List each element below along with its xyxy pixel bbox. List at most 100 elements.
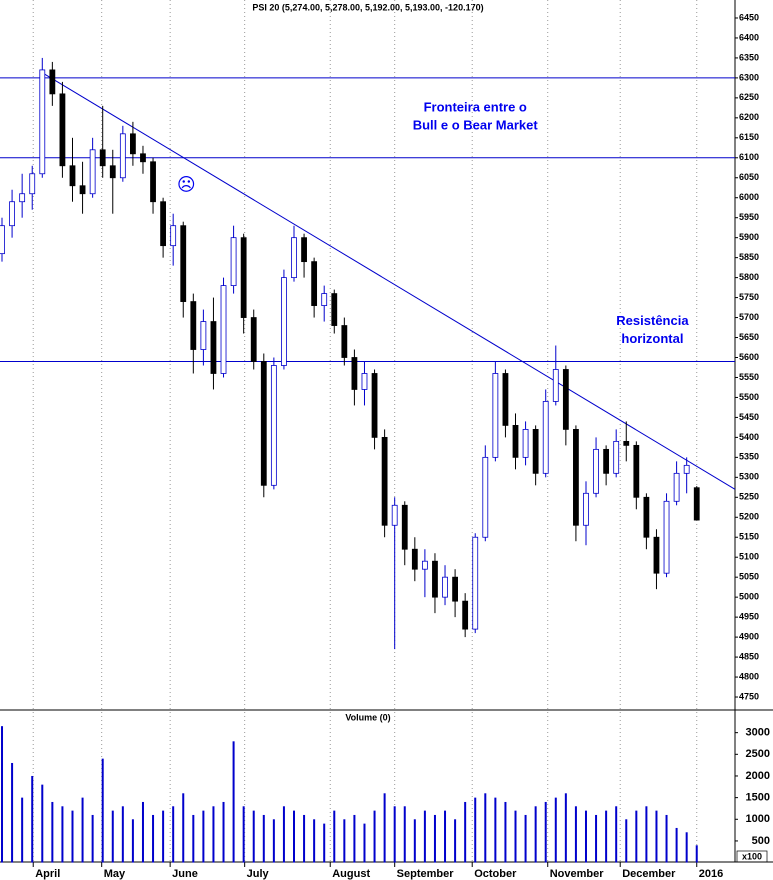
candle-body (583, 492, 589, 526)
y-tick-label: 2000 (746, 770, 770, 782)
candle-body (492, 373, 499, 458)
candle-body (562, 369, 569, 430)
volume-bar (252, 810, 255, 863)
candle-body (190, 301, 197, 350)
candle-body (250, 317, 257, 362)
volume-bar (282, 806, 285, 863)
volume-bar (584, 810, 587, 863)
y-tick-label: 6200 (739, 112, 759, 122)
candle-body (522, 428, 529, 458)
volume-bar (51, 801, 54, 863)
candle-body (452, 576, 458, 602)
candle-body (270, 365, 277, 486)
candle-body (361, 373, 368, 390)
annotation: Bull e o Bear Market (413, 117, 539, 132)
volume-bar (554, 797, 557, 863)
x-tick-label: November (550, 868, 605, 880)
volume-bar (675, 827, 678, 863)
volume-bar (343, 819, 346, 863)
candle-body (99, 149, 106, 167)
volume-bar (615, 806, 618, 863)
candle-body (623, 440, 630, 446)
candle-body (411, 548, 418, 570)
volume-bar (444, 810, 447, 863)
candle-body (160, 201, 167, 247)
candle-body (130, 133, 136, 155)
volume-unit: x100 (742, 851, 762, 861)
y-tick-label: 5200 (739, 512, 759, 522)
volume-bar (41, 784, 44, 863)
candle-body (0, 225, 5, 255)
candle-body (673, 472, 680, 502)
volume-bar (293, 810, 295, 863)
candle-body (432, 560, 438, 598)
volume-bar (202, 810, 205, 863)
candle-body (391, 504, 398, 526)
candle-body (240, 237, 247, 318)
x-tick-label: June (172, 868, 198, 880)
y-tick-label: 5350 (739, 452, 759, 462)
candle-body (281, 277, 287, 366)
volume-bar (433, 814, 436, 863)
candle-body (49, 69, 56, 95)
volume-bar (403, 806, 406, 863)
y-tick-label: 6400 (739, 32, 759, 42)
y-tick-label: 5250 (739, 492, 759, 502)
annotation: Fronteira entre o (424, 99, 527, 114)
y-tick-label: 5150 (739, 532, 759, 542)
volume-bar (635, 810, 638, 863)
x-tick-label: October (474, 868, 517, 880)
volume-bar (605, 810, 608, 863)
volume-bar (111, 810, 114, 863)
candle-body (653, 536, 660, 574)
volume-bar (504, 801, 507, 863)
volume-bar (474, 797, 477, 863)
candle-body (663, 500, 670, 574)
y-tick-label: 5500 (739, 392, 759, 402)
volume-bar (564, 793, 567, 863)
y-tick-label: 5750 (739, 292, 759, 302)
candle-body (643, 496, 650, 538)
candle-body (79, 185, 86, 195)
candle-body (542, 401, 549, 474)
x-tick-label: 2016 (699, 868, 723, 880)
y-tick-label: 4850 (739, 651, 759, 661)
y-tick-label: 6250 (739, 92, 759, 102)
y-tick-label: 6000 (739, 192, 759, 202)
volume-bar (61, 806, 64, 863)
candle-body (532, 428, 539, 474)
volume-bar (373, 810, 376, 863)
y-tick-label: 6050 (739, 172, 759, 182)
candle-body (381, 436, 388, 526)
volume-bar (81, 797, 84, 863)
volume-bar (262, 814, 265, 863)
y-tick-label: 6150 (739, 132, 759, 142)
candle-body (59, 93, 66, 167)
volume-bar (595, 814, 598, 863)
y-tick-label: 5300 (739, 472, 759, 482)
x-tick-label: April (35, 868, 60, 880)
chart-title: PSI 20 (5,274.00, 5,278.00, 5,192.00, 5,… (252, 2, 483, 12)
candle-body (140, 153, 146, 163)
volume-bar (222, 801, 225, 863)
volume-bar (313, 819, 316, 863)
volume-bar (685, 832, 688, 863)
volume-bar (182, 793, 185, 863)
candle-body (371, 373, 378, 438)
candle-body (613, 440, 620, 474)
volume-bar (141, 801, 144, 863)
volume-bar (363, 823, 366, 863)
volume-bar (383, 793, 386, 863)
volume-bar (484, 793, 487, 863)
y-tick-label: 5000 (739, 592, 759, 602)
y-tick-label: 5450 (739, 412, 759, 422)
candle-body (301, 237, 307, 263)
candle-body (109, 165, 116, 179)
annotation: horizontal (621, 331, 683, 346)
volume-bar (232, 741, 235, 863)
candle-body (119, 133, 126, 179)
candle-body (39, 69, 46, 175)
volume-bar (645, 806, 648, 863)
volume-title: Volume (0) (345, 712, 390, 722)
